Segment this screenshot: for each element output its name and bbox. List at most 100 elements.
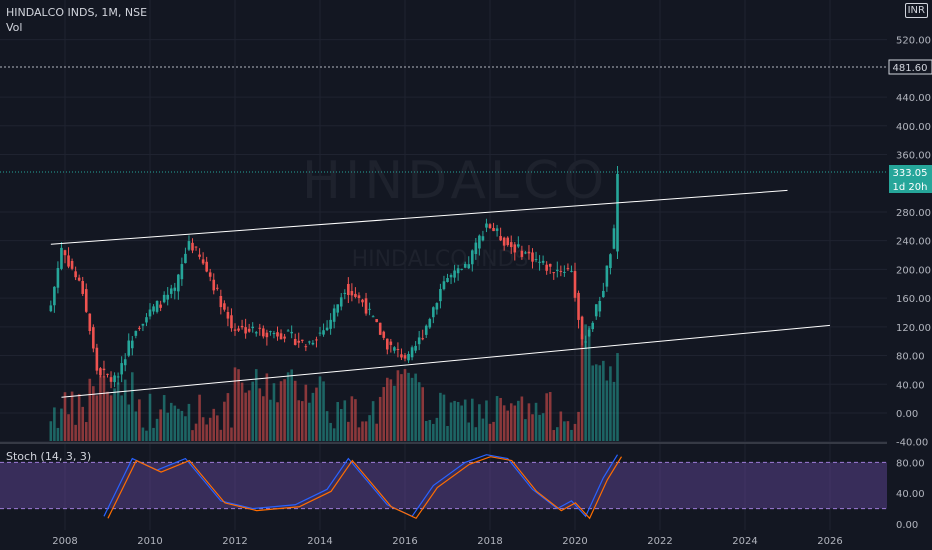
time-axis[interactable]: 2008 2010 2012 2014 2016 2018 2020 2022 2024 2026 (52, 536, 842, 547)
candle-body (580, 316, 584, 340)
volume-bar (251, 381, 255, 441)
candle-body (208, 272, 212, 277)
candle-body (169, 288, 173, 294)
candle-body (538, 261, 541, 263)
candle-body (424, 325, 428, 335)
volume-bar (456, 401, 460, 441)
candle-body (421, 338, 425, 340)
volume-label[interactable]: Vol (6, 21, 23, 34)
candle-body (116, 376, 120, 378)
candle-body (311, 342, 315, 345)
volume-bar (120, 395, 123, 441)
volume-bar (354, 399, 357, 441)
volume-bar (162, 395, 166, 441)
candle-body (453, 270, 456, 278)
volume-bar (612, 381, 616, 441)
candle-body (177, 274, 180, 292)
candle-body (350, 291, 354, 296)
candle-body (56, 268, 60, 288)
volume-bar (534, 402, 538, 441)
volume-bar (502, 405, 506, 441)
candle-body (138, 327, 141, 329)
volume-bar (400, 374, 403, 441)
volume-bar (439, 392, 442, 441)
volume-bar (88, 378, 92, 441)
symbol-title[interactable]: HINDALCO INDS, 1M, NSE (6, 6, 148, 19)
volume-bar (417, 382, 421, 441)
volume-bar (325, 411, 329, 441)
currency-button[interactable]: INR (904, 3, 928, 18)
volume-bar (527, 403, 531, 441)
candle-body (84, 289, 88, 312)
trendline-upper (50, 189, 788, 245)
price-tick-12: -40.00 (896, 438, 928, 449)
candle-body (347, 284, 350, 296)
price-axis[interactable]: 520.00 440.00 400.00 360.00 280.00 240.00 200.… (887, 0, 932, 531)
volume-bar (177, 408, 180, 441)
candle-body (531, 252, 534, 262)
candle-body (570, 270, 573, 272)
volume-bar (414, 373, 417, 441)
time-tick-9: 2026 (817, 536, 842, 547)
price-tick-6: 200.00 (896, 265, 931, 276)
volume-bar (375, 423, 378, 441)
volume-bar (424, 420, 428, 441)
volume-bar (432, 423, 435, 441)
stoch-label[interactable]: Stoch (14, 3, 3) (6, 450, 92, 463)
candle-body (470, 250, 474, 265)
volume-bar (194, 423, 198, 441)
candle-body (120, 363, 123, 375)
time-tick-5: 2018 (477, 536, 502, 547)
candle-body (513, 244, 517, 253)
candle-body (492, 227, 495, 232)
volume-bar (92, 386, 95, 441)
volume-bar (191, 430, 194, 441)
volume-bar (293, 380, 297, 441)
price-tick-5: 240.00 (896, 237, 931, 248)
candle-body (478, 235, 481, 249)
volume-bar (343, 400, 347, 441)
candle-body (336, 304, 340, 313)
volume-bar (474, 427, 478, 441)
volume-bar (159, 409, 162, 441)
candle-body (428, 319, 432, 328)
volume-bar (166, 412, 170, 441)
candle-body (552, 272, 556, 274)
candle-body (343, 292, 347, 294)
candle-body (244, 327, 247, 334)
candle-body (102, 368, 106, 371)
volume-bar (134, 411, 138, 441)
stoch-pane: 80.00 40.00 0.00 (0, 454, 925, 531)
volume-bar (478, 404, 481, 441)
volume-bars (49, 324, 619, 441)
volume-bar (276, 402, 279, 441)
volume-bar (520, 396, 524, 441)
price-tick-4: 280.00 (896, 208, 931, 219)
volume-bar (577, 411, 580, 441)
volume-bar (70, 391, 74, 441)
price-axis-bg (887, 0, 932, 530)
candle-body (389, 341, 393, 345)
trendlines[interactable] (50, 189, 831, 398)
candle-body (148, 309, 152, 317)
candle-body (293, 338, 297, 345)
candle-body (509, 242, 513, 248)
volume-bar (598, 365, 602, 441)
volume-bar (453, 400, 456, 441)
time-tick-6: 2020 (562, 536, 587, 547)
candle-body (382, 331, 386, 338)
horizontal-line-label: 481.60 (893, 63, 928, 74)
price-tick-3: 360.00 (896, 151, 931, 162)
candle-body (602, 290, 605, 298)
volume-bar (233, 367, 237, 441)
price-tick-0: 520.00 (896, 36, 931, 47)
candle-body (233, 329, 237, 331)
volume-bar (350, 396, 354, 441)
volume-bar (180, 410, 184, 441)
candle-body (577, 292, 580, 320)
volume-bar (329, 422, 332, 441)
candle-body (329, 319, 332, 329)
volume-bar (205, 424, 208, 441)
volume-bar (311, 392, 315, 441)
